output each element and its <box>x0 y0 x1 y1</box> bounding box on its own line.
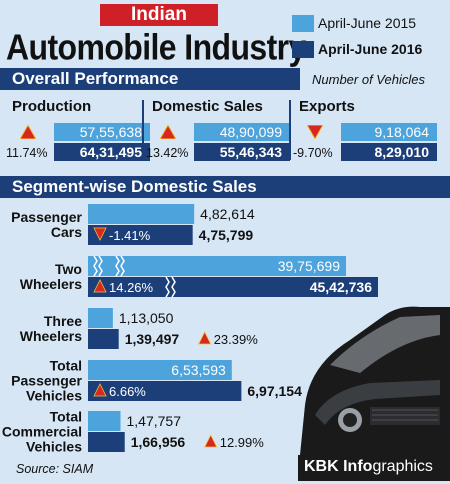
change-label: -1.41% <box>109 228 151 243</box>
up-arrow-icon <box>93 383 107 397</box>
overall-divider <box>289 100 291 160</box>
up-arrow-icon <box>160 125 176 139</box>
segment-band <box>0 176 450 198</box>
units-backdrop <box>300 68 450 90</box>
bar-2016 <box>88 277 378 297</box>
data-label-2016: 6,97,154 <box>247 383 302 399</box>
category-label: Two <box>55 261 82 277</box>
car-illustration <box>300 306 450 460</box>
up-arrow-icon <box>20 125 36 139</box>
up-arrow-icon <box>204 434 218 448</box>
bar-2015 <box>88 308 113 328</box>
category-label: Passenger <box>11 209 82 225</box>
page-title: Automobile Industry <box>6 27 306 68</box>
category-label: Cars <box>51 224 82 240</box>
down-arrow-icon <box>307 125 323 139</box>
change-label: 23.39% <box>214 332 259 347</box>
category-label: Passenger <box>11 373 82 389</box>
axis-break-mark <box>171 276 176 298</box>
category-label: Vehicles <box>26 439 82 455</box>
overall-change: -9.70% <box>293 146 333 160</box>
overall-value-2015: 9,18,064 <box>341 123 437 141</box>
axis-break-mark <box>165 276 170 298</box>
bar-2016 <box>88 381 242 401</box>
data-label-2016: 1,66,956 <box>131 434 186 450</box>
axis-break-mark <box>93 255 103 277</box>
change-label: 12.99% <box>220 435 265 450</box>
data-label-2016: 4,75,799 <box>199 227 254 243</box>
overall-item-label: Domestic Sales <box>152 98 263 115</box>
data-label-2015: 6,53,593 <box>171 362 226 378</box>
legend-label-2016: April-June 2016 <box>318 41 423 57</box>
category-label: Wheelers <box>20 328 82 344</box>
legend-swatch-2016 <box>292 41 314 58</box>
overall-value-2016: 55,46,343 <box>194 143 290 161</box>
change-label: 14.26% <box>109 280 154 295</box>
category-label: Total <box>50 358 82 374</box>
data-label-2015: 1,13,050 <box>119 310 174 326</box>
credit-rest: graphics <box>372 458 433 475</box>
up-arrow-icon <box>198 331 212 345</box>
legend-swatch-2015 <box>292 15 314 32</box>
bar-2016 <box>88 432 125 452</box>
overall-item-label: Exports <box>299 98 355 115</box>
data-label-2015: 39,75,699 <box>278 258 340 274</box>
credit: KBK Infographics <box>304 458 433 476</box>
legend-label-2015: April-June 2015 <box>318 15 417 31</box>
bar-2016 <box>88 329 119 349</box>
category-label: Total <box>50 409 82 425</box>
overall-item-label: Production <box>12 98 92 115</box>
overall-change: 13.42% <box>146 146 189 160</box>
change-label: 6.66% <box>109 384 146 399</box>
data-label-2016: 1,39,497 <box>125 331 180 347</box>
down-arrow-icon <box>93 227 107 241</box>
category-label: Wheelers <box>20 276 82 292</box>
credit-bold: KBK Info <box>304 458 373 475</box>
category-label: Three <box>44 313 82 329</box>
category-label: Vehicles <box>26 388 82 404</box>
bar-2016 <box>88 225 193 245</box>
source-note: Source: SIAM <box>16 462 94 476</box>
segment-title: Segment-wise Domestic Sales <box>12 177 257 196</box>
credit-backdrop <box>298 455 450 481</box>
data-label-2015: 4,82,614 <box>200 206 255 222</box>
overall-value-2015: 48,90,099 <box>194 123 290 141</box>
up-arrow-icon <box>93 279 107 293</box>
data-label-2015: 1,47,757 <box>127 413 182 429</box>
overall-divider <box>142 100 144 160</box>
overall-title: Overall Performance <box>12 69 179 88</box>
data-label-2016: 45,42,736 <box>310 279 372 295</box>
category-label: Commercial <box>2 424 82 440</box>
segment-chart: 4,82,6144,75,799-1.41%PassengerCars39,75… <box>2 204 378 455</box>
bar-2015 <box>88 204 195 224</box>
title-tag: Indian <box>100 4 218 26</box>
units-label: Number of Vehicles <box>312 72 425 87</box>
overall-value-2015: 57,55,638 <box>54 123 150 141</box>
axis-break-mark <box>115 255 125 277</box>
overall-value-2016: 64,31,495 <box>54 143 150 161</box>
bar-2015 <box>88 360 232 380</box>
bar-2015 <box>88 411 121 431</box>
overall-value-2016: 8,29,010 <box>341 143 437 161</box>
overall-change: 11.74% <box>6 146 48 160</box>
bar-2015 <box>88 256 346 276</box>
